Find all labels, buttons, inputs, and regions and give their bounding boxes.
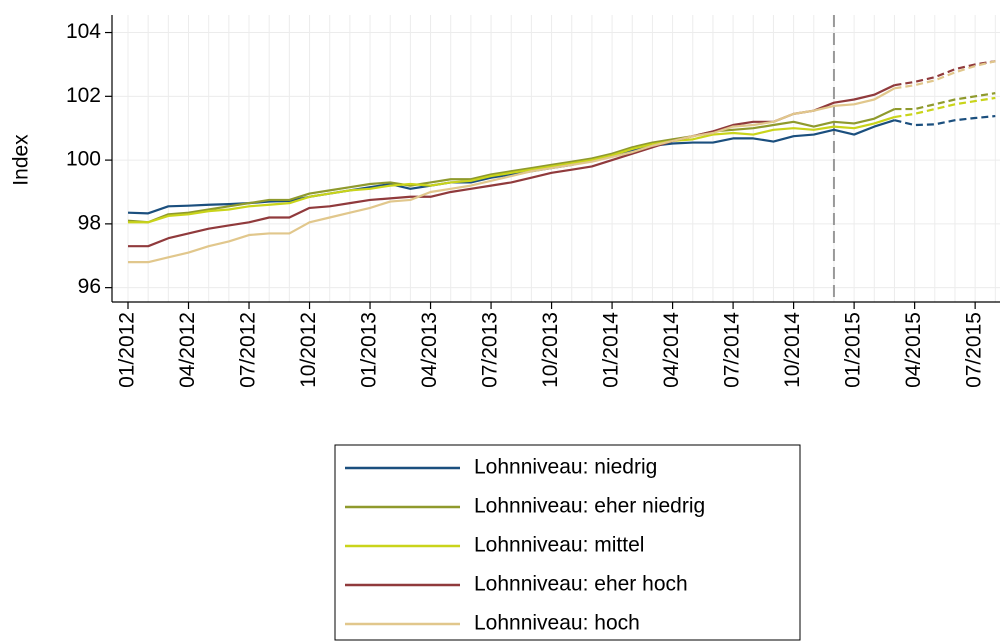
series-line [128, 87, 895, 264]
y-tick-label: 98 [78, 211, 101, 234]
series-line [128, 115, 895, 224]
legend-label: Lohnniveau: hoch [474, 612, 640, 635]
y-tick-label: 104 [66, 20, 101, 43]
series-line-dashed [894, 96, 996, 119]
legend-box [334, 444, 801, 641]
x-tick-label: 04/2012 [176, 312, 199, 388]
series-line-dashed [894, 92, 996, 111]
series-line [127, 108, 895, 224]
y-tick-label: 102 [66, 84, 101, 107]
x-tick-label: 04/2014 [660, 312, 683, 388]
x-tick-label: 07/2013 [479, 312, 502, 388]
legend-label: Lohnniveau: eher niedrig [474, 495, 705, 518]
x-tick-label: 07/2012 [237, 312, 260, 388]
legend-label: Lohnniveau: niedrig [474, 456, 657, 479]
x-tick-label: 07/2014 [721, 312, 744, 388]
x-tick-label: 10/2012 [297, 312, 320, 388]
series-line-dashed [894, 114, 996, 127]
x-tick-label: 10/2013 [539, 312, 562, 388]
x-tick-label: 04/2015 [902, 312, 925, 388]
x-tick-label: 01/2012 [116, 312, 139, 388]
x-tick-label: 10/2014 [781, 312, 804, 388]
legend-label: Lohnniveau: mittel [474, 534, 644, 557]
y-tick-label: 96 [78, 275, 101, 298]
legend-label: Lohnniveau: eher hoch [474, 573, 688, 596]
series-line-dashed [894, 60, 996, 87]
series-line-dashed [894, 60, 996, 90]
y-tick-label: 100 [66, 148, 101, 171]
x-tick-label: 01/2015 [842, 312, 865, 388]
y-axis-label: Index [10, 134, 33, 186]
x-tick-label: 01/2014 [600, 312, 623, 388]
x-tick-label: 07/2015 [963, 312, 986, 388]
x-tick-label: 01/2013 [358, 312, 381, 388]
x-tick-label: 04/2013 [418, 312, 441, 388]
